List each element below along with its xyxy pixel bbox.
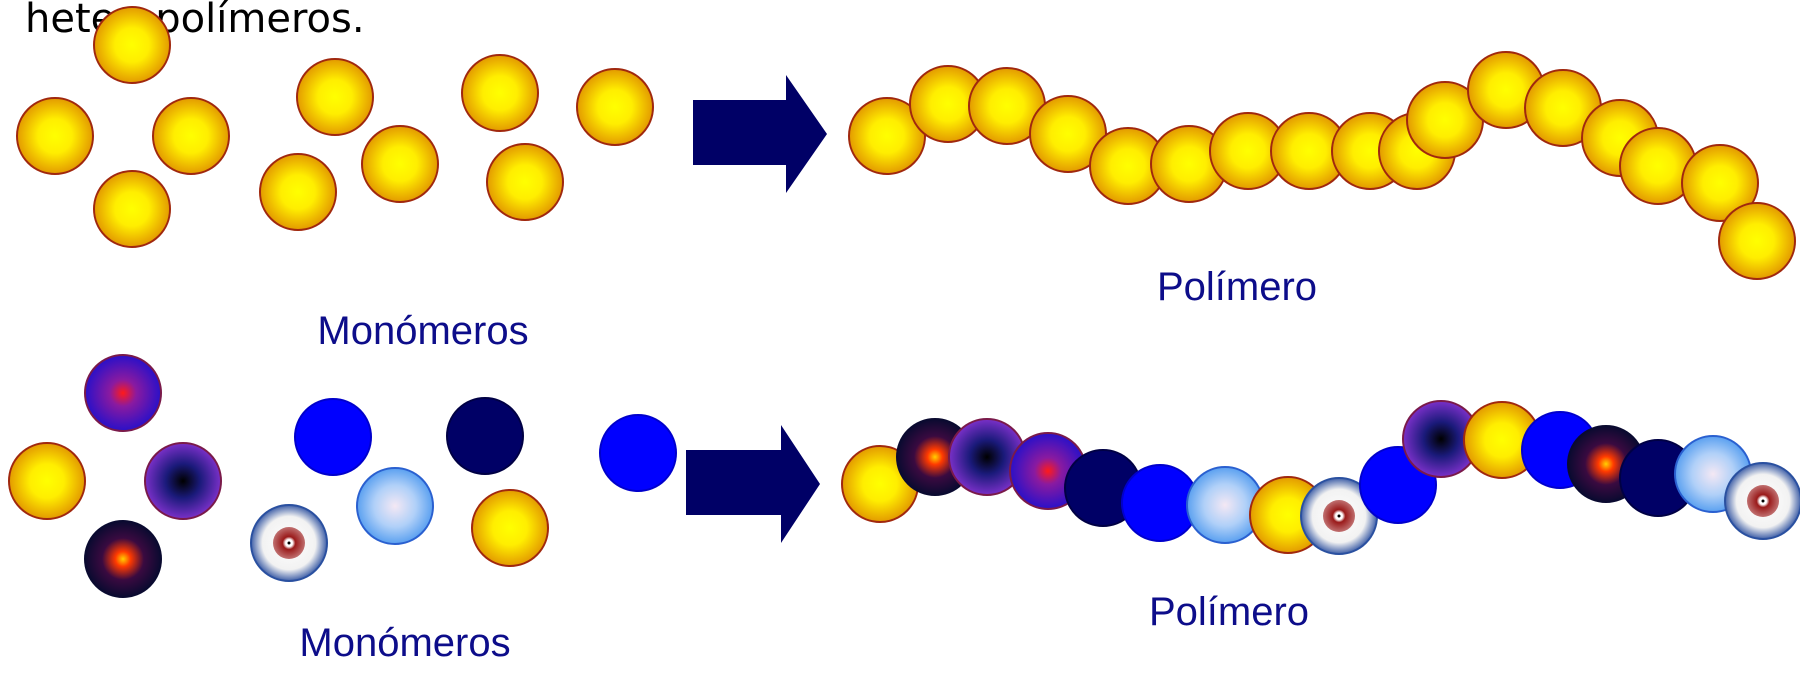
row-1-polymer-ball xyxy=(848,97,926,175)
reaction-arrow-2 xyxy=(686,425,820,543)
row-1-arrow xyxy=(693,75,827,193)
monomers-label-1: Monómeros xyxy=(317,309,528,353)
row-1-monomer-ball xyxy=(461,54,539,132)
row-1-polymer-ball xyxy=(1681,144,1759,222)
row-1-monomer-ball xyxy=(152,97,230,175)
row-2-monomer-ball xyxy=(471,489,549,567)
row-2-monomer-ball xyxy=(84,354,162,432)
row-2-monomer-ball xyxy=(356,467,434,545)
row-1-monomer-ball xyxy=(361,125,439,203)
row-1-monomer-ball xyxy=(93,170,171,248)
row-2-monomer-ball xyxy=(446,397,524,475)
row-1-monomer-ball xyxy=(259,153,337,231)
row-1-monomer-ball xyxy=(296,58,374,136)
monomers-label-2: Monómeros xyxy=(299,621,510,665)
row-2-monomer-ball xyxy=(84,520,162,598)
row-1-monomer-ball xyxy=(93,6,171,84)
row-2-monomer-ball xyxy=(599,414,677,492)
row-1-polymer-ball xyxy=(1718,202,1796,280)
monomer-balls xyxy=(8,6,1800,598)
reaction-arrow-1 xyxy=(693,75,827,193)
polymer-label-1: Polímero xyxy=(1157,265,1317,309)
row-1-monomer-ball xyxy=(16,97,94,175)
row-2-monomer-ball xyxy=(250,504,328,582)
polymer-label-2: Polímero xyxy=(1149,590,1309,634)
row-2-monomer-ball xyxy=(294,398,372,476)
row-2-polymer-ball xyxy=(1724,462,1800,540)
row-2-monomer-ball xyxy=(144,442,222,520)
slide-heading: heteropolímeros. xyxy=(25,0,365,42)
row-2-arrow xyxy=(686,425,820,543)
row-1-monomer-ball xyxy=(576,68,654,146)
row-1-monomer-ball xyxy=(486,143,564,221)
row-2-monomer-ball xyxy=(8,442,86,520)
row-2-polymer-ball xyxy=(1300,477,1378,555)
